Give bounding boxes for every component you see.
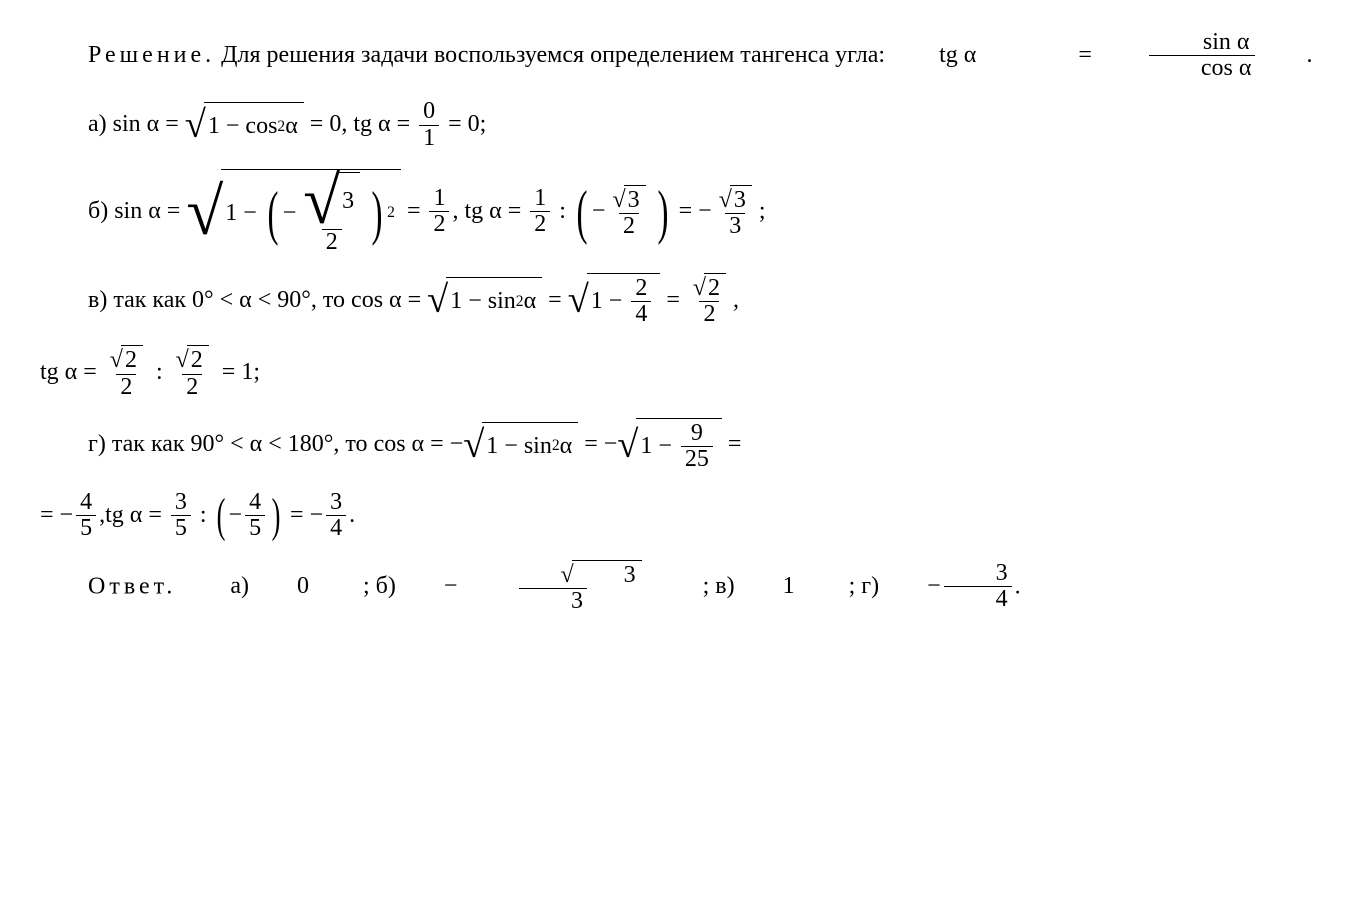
part-a-label: а) <box>88 103 107 146</box>
solution-intro: Решение. Для решения задачи воспользуемс… <box>40 30 1331 81</box>
part-a-tg: , tg α = 0 1 = 0; <box>341 99 486 150</box>
tg-definition: tg α = sin α cos α . <box>891 30 1312 81</box>
part-a-sin: sin α = √ 1 − cos2 α = 0 <box>113 102 342 148</box>
part-c: в) так как 0° < α < 90°, то cos α = √ 1 … <box>88 273 1331 327</box>
sqrt-icon: √ 1 − sin2 α <box>427 277 542 323</box>
part-c-tg-line: tg α = √2 2 : √2 2 = 1; <box>40 345 1331 399</box>
part-d-line2: = − 4 5 , tg α = 3 5 : ( − 4 5 ) = − 3 4… <box>40 490 1331 541</box>
sqrt-icon: √ 1 − ( − √3 2 ) 2 <box>186 169 401 255</box>
paren-icon: ( − 4 5 ) <box>213 490 285 541</box>
sqrt-icon: √ 1 − cos2 α <box>185 102 304 148</box>
intro-text: Для решения задачи воспользуемся определ… <box>215 42 891 68</box>
part-c-condition: так как 0° < α < 90°, то <box>113 279 345 322</box>
part-b: б) sin α = √ 1 − ( − √3 2 ) 2 <box>88 169 1331 255</box>
part-d-tg: tg α = 3 5 : ( − 4 5 ) = − 3 4 . <box>105 490 355 541</box>
solution-label: Решение. <box>88 42 215 68</box>
paren-icon: ( − √3 2 ) <box>572 185 673 239</box>
part-d-condition: так как 90° < α < 180°, то <box>112 423 368 466</box>
part-c-cos: cos α = √ 1 − sin2 α = √ 1 − 2 4 = √2 2 … <box>351 273 739 327</box>
part-c-label: в) <box>88 279 107 322</box>
part-b-tg: , tg α = 1 2 : ( − √3 2 ) = − √3 3 ; <box>452 185 765 239</box>
part-b-sin: sin α = √ 1 − ( − √3 2 ) 2 = <box>114 169 452 255</box>
answer-a: а) 0 <box>182 565 309 608</box>
part-b-label: б) <box>88 190 108 233</box>
sin-over-cos: sin α cos α <box>1149 30 1256 81</box>
part-c-tg: tg α = √2 2 : √2 2 = 1; <box>40 345 260 399</box>
answer-c: ; в) 1 <box>655 565 795 608</box>
answer-d: ; г) − 3 4 <box>801 561 1015 612</box>
part-d-label: г) <box>88 423 106 466</box>
sqrt-icon: √ 1 − 2 4 <box>568 273 661 327</box>
part-d-cos: cos α = − √ 1 − sin2 α = − √ 1 − 9 25 = <box>374 418 742 472</box>
answer-b: ; б) − √3 3 <box>315 560 649 614</box>
sqrt-icon: √ 1 − 9 25 <box>617 418 722 472</box>
answer-line: Ответ. а) 0 ; б) − √3 3 ; в) 1 ; г) − 3 … <box>40 560 1331 614</box>
part-d: г) так как 90° < α < 180°, то cos α = − … <box>88 418 1331 472</box>
part-a: а) sin α = √ 1 − cos2 α = 0 , tg α = 0 1… <box>88 99 1331 150</box>
paren-icon: ( − √3 2 ) <box>263 172 387 255</box>
part-d-cos-cont: = − 4 5 , <box>40 490 105 541</box>
sqrt-icon: √ 1 − sin2 α <box>463 422 578 468</box>
answer-label: Ответ. <box>88 573 176 599</box>
